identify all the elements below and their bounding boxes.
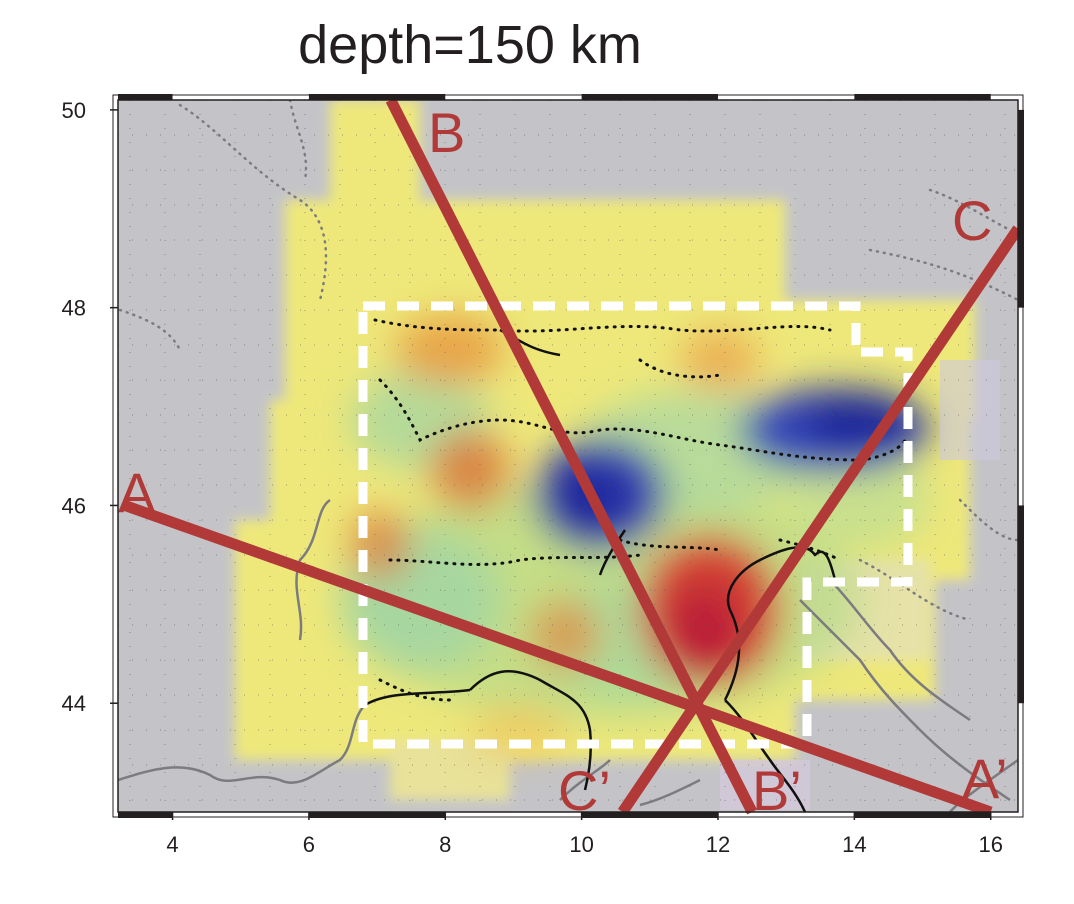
x-tick-label: 8 xyxy=(439,832,451,857)
profile-a-start-label: A xyxy=(118,461,156,524)
plot-area: AA’BB’CC’ xyxy=(112,94,1024,822)
frame-bar xyxy=(581,812,718,818)
profile-line xyxy=(385,97,757,815)
frame-bar xyxy=(1018,505,1024,704)
x-tick-label: 14 xyxy=(842,832,866,857)
profile-line xyxy=(617,225,1023,816)
frame-bar xyxy=(308,812,446,818)
y-tick-label: 50 xyxy=(62,98,86,123)
map-frame-outer xyxy=(112,94,1024,818)
frame-bar xyxy=(581,94,718,100)
coverage-block xyxy=(285,200,785,310)
profile-c-start-label: C xyxy=(952,189,992,252)
y-axis: 44 46 48 50 xyxy=(62,98,118,716)
frame-bar xyxy=(854,812,991,818)
profile-a-end-label: A’ xyxy=(962,747,1008,810)
political-borders xyxy=(118,100,1018,622)
coverage-block xyxy=(940,360,1000,460)
frame-bar xyxy=(854,94,991,100)
x-tick-label: 10 xyxy=(569,832,593,857)
x-axis: 4 6 8 10 12 14 16 xyxy=(166,812,1003,857)
profile-b-start-label: B xyxy=(428,101,465,164)
positive-anomaly xyxy=(430,430,510,510)
y-tick-label: 44 xyxy=(62,691,86,716)
study-area-outline xyxy=(358,301,913,749)
x-tick-label: 4 xyxy=(166,832,178,857)
x-tick-label: 12 xyxy=(706,832,730,857)
frame-bar xyxy=(308,94,446,100)
frame-bars xyxy=(118,94,1024,818)
coastlines xyxy=(118,498,1018,812)
cross-section-profiles: AA’BB’CC’ xyxy=(118,97,1023,822)
profile-line xyxy=(122,500,993,818)
x-tick-label: 16 xyxy=(978,832,1002,857)
study-area-borders xyxy=(373,318,907,702)
y-tick-label: 46 xyxy=(62,493,86,518)
frame-bar xyxy=(118,94,173,100)
y-tick-label: 48 xyxy=(62,296,86,321)
positive-anomaly xyxy=(680,330,760,390)
map-frame xyxy=(117,99,1019,813)
positive-anomaly xyxy=(670,585,740,675)
neutral-anomaly xyxy=(790,450,930,550)
frame-bar xyxy=(118,812,173,818)
negative-anomaly xyxy=(805,390,915,450)
coverage-block xyxy=(330,100,420,210)
map-title: depth=150 km xyxy=(298,15,642,75)
frame-bar xyxy=(1018,109,1024,308)
positive-anomaly xyxy=(395,315,505,385)
x-tick-label: 6 xyxy=(303,832,315,857)
